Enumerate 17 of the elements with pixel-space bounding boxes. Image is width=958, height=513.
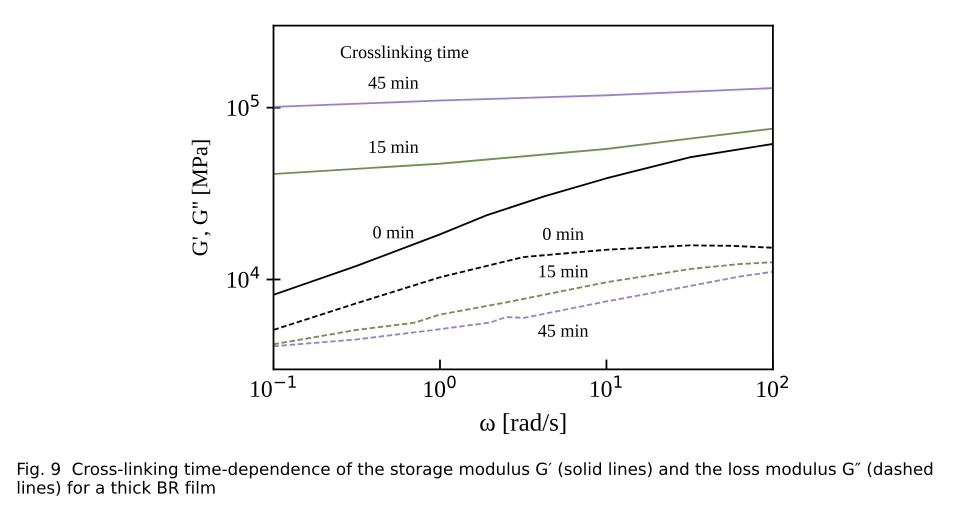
line-series	[274, 87, 773, 108]
legend-title: Crosslinking time	[340, 45, 468, 62]
x-tick-label: 10$^{2}$	[757, 376, 788, 398]
x-axis-title: ω [rad/s]	[480, 413, 566, 434]
series-label: 0 min	[373, 226, 414, 238]
series-label: 15 min	[539, 265, 588, 278]
series-label: 15 min	[370, 140, 418, 154]
series-label: 45 min	[368, 76, 418, 89]
series-label: 45 min	[538, 324, 588, 337]
x-tick-label: 10$^{0}$	[424, 376, 456, 398]
series-label: 0 min	[543, 228, 584, 240]
y-tick-label: 10$^{5}$	[228, 94, 259, 116]
x-tick-label: 10$^{−1}$	[251, 376, 296, 397]
y-tick-label: 10$^{4}$	[228, 266, 260, 288]
y-axis-title: G', G'' [MPa]	[192, 140, 211, 256]
x-tick-label: 10$^{1}$	[590, 376, 622, 397]
caption: Fig. 9 Cross-linking time-dependence of the storage modulus G′ (solid lines) and the loss modulus G″ (dashed lines) for a thick BR film	[18, 462, 932, 496]
